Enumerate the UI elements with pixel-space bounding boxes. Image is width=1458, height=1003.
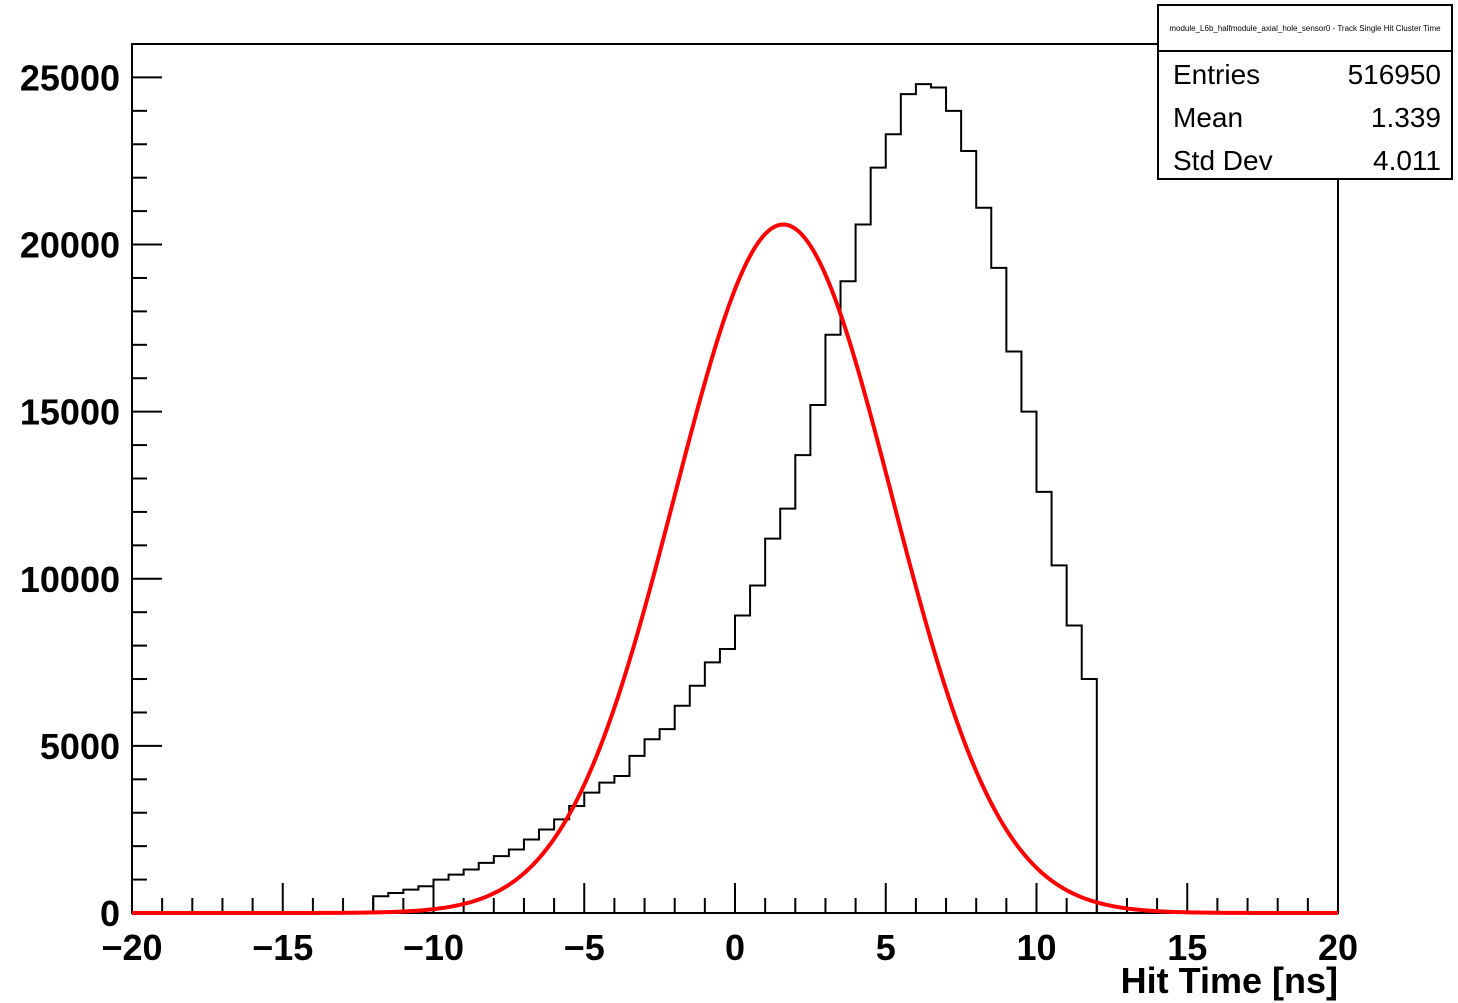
histogram-series <box>132 83 1338 914</box>
y-tick-label: 5000 <box>40 726 120 767</box>
stats-box: module_L6b_halfmodule_axial_hole_sensor0… <box>1157 4 1453 180</box>
x-tick-label: −10 <box>403 927 464 968</box>
x-tick-label: −5 <box>564 927 605 968</box>
fit-curve-series <box>132 222 1338 915</box>
y-tick-label: 15000 <box>20 392 120 433</box>
x-axis-label: Hit Time [ns] <box>1121 960 1338 1001</box>
x-tick-label: 20 <box>1318 927 1358 968</box>
x-tick-label: 5 <box>876 927 896 968</box>
x-tick-label: 0 <box>725 927 745 968</box>
y-tick-label: 25000 <box>20 57 120 98</box>
axes <box>131 43 1339 914</box>
y-tick-label: 0 <box>100 893 120 934</box>
tick-labels: −20 −15 −10 −5 0 5 10 15 20 0 5000 10000 15000 20000 2… <box>20 57 1358 968</box>
stats-row-entries: Entries 516950 <box>1159 52 1451 95</box>
histogram-line <box>132 83 1338 914</box>
stats-row-mean: Mean 1.339 <box>1159 95 1451 138</box>
mean-value: 1.339 <box>1370 102 1441 133</box>
entries-value: 516950 <box>1347 59 1441 90</box>
stats-title: module_L6b_halfmodule_axial_hole_sensor0… <box>1159 6 1451 52</box>
x-tick-label: −15 <box>252 927 313 968</box>
y-tick-label: 20000 <box>20 225 120 266</box>
entries-label: Entries <box>1173 59 1261 90</box>
mean-label: Mean <box>1173 102 1244 133</box>
y-tick-label: 10000 <box>20 559 120 600</box>
x-tick-label: 10 <box>1016 927 1056 968</box>
fit-curve <box>132 222 1338 915</box>
stddev-label: Std Dev <box>1173 145 1273 176</box>
x-tick-label: 15 <box>1167 927 1207 968</box>
stats-row-stddev: Std Dev 4.011 <box>1159 138 1451 181</box>
x-tick-label: −20 <box>101 927 162 968</box>
stddev-value: 4.011 <box>1373 145 1441 176</box>
